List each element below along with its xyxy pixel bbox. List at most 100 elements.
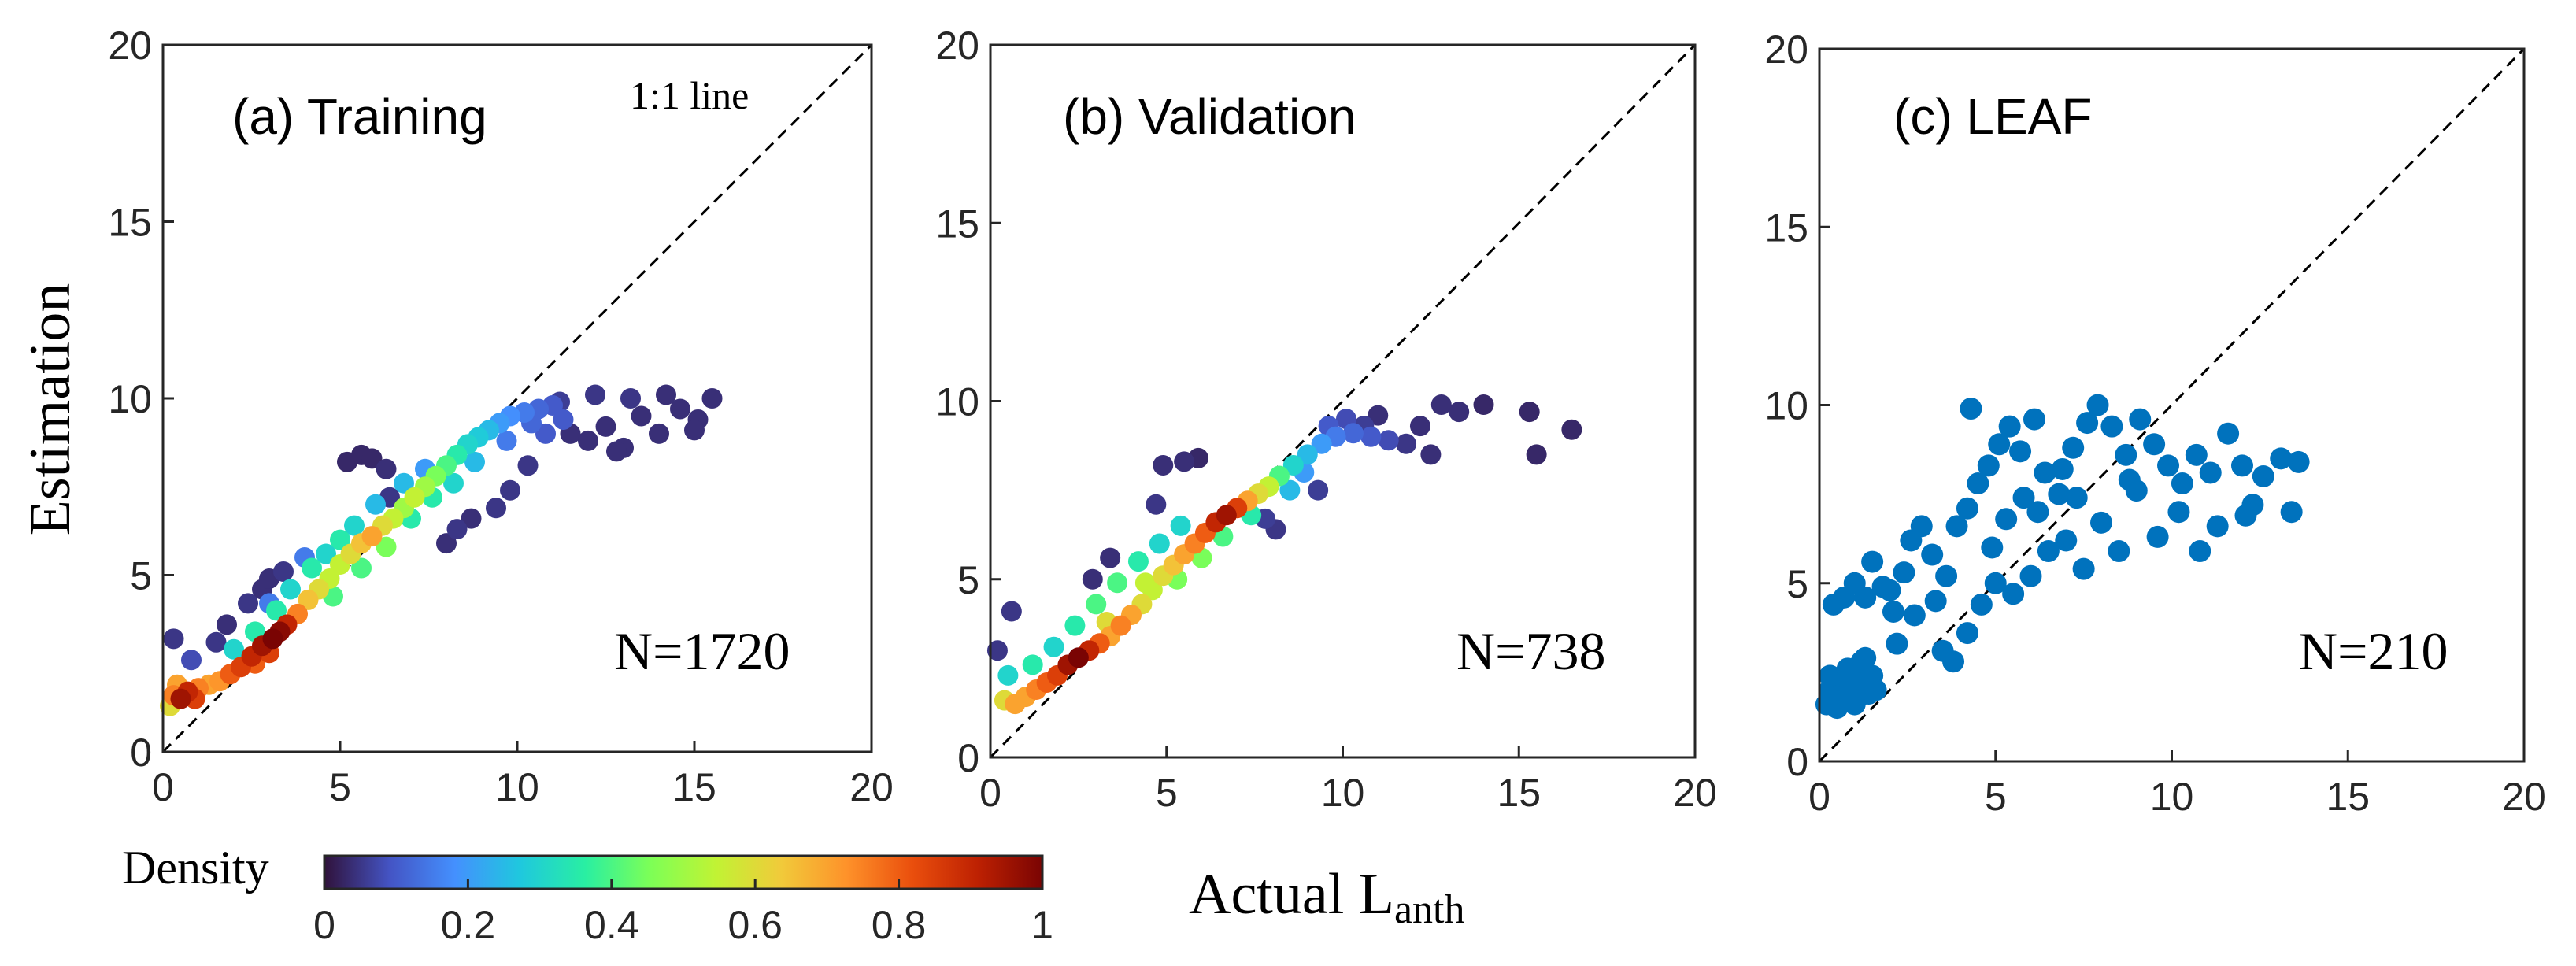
data-point <box>436 533 457 554</box>
data-point <box>1001 601 1022 622</box>
x-tick-label: 0 <box>979 771 1001 815</box>
colorbar <box>323 854 1044 890</box>
data-point <box>302 557 322 579</box>
data-point <box>701 388 723 409</box>
x-axis-label: Actual Lanth <box>1189 862 1464 932</box>
data-point <box>446 519 468 540</box>
data-point <box>2051 457 2074 480</box>
data-point <box>170 688 191 709</box>
data-point <box>273 561 294 583</box>
data-point <box>2118 468 2141 491</box>
data-point <box>2108 540 2130 563</box>
data-point <box>205 631 227 653</box>
data-point <box>2090 511 2112 534</box>
data-point <box>2146 525 2169 548</box>
x-axis-label-subscript: anth <box>1394 887 1465 932</box>
data-point <box>1420 444 1442 465</box>
data-point <box>2189 540 2211 563</box>
data-point <box>606 441 627 462</box>
colorbar-label: Density <box>122 842 269 894</box>
data-point <box>2086 394 2109 416</box>
data-point <box>266 600 287 621</box>
y-tick-label: 15 <box>1764 205 1808 250</box>
data-point <box>461 508 482 529</box>
data-point <box>2062 436 2085 459</box>
x-tick-label: 20 <box>1673 771 1717 815</box>
data-point <box>585 384 605 405</box>
data-point <box>578 430 598 451</box>
data-point <box>2280 501 2303 524</box>
data-point <box>262 628 283 650</box>
data-point <box>1134 572 1156 594</box>
y-tick-label: 15 <box>935 202 979 246</box>
data-point <box>1826 697 1849 720</box>
data-point <box>1342 423 1364 444</box>
data-point <box>1409 416 1430 437</box>
data-point <box>2287 450 2310 473</box>
x-tick-label: 0 <box>152 765 174 809</box>
data-point <box>1068 647 1089 668</box>
data-point <box>1988 433 2011 456</box>
data-point <box>1107 572 1128 594</box>
data-point <box>2217 422 2240 445</box>
data-point <box>1935 564 1958 587</box>
data-point <box>1850 650 1873 673</box>
data-point <box>1146 494 1167 515</box>
data-point <box>2185 443 2208 466</box>
data-point <box>1149 533 1170 554</box>
x-tick-label: 15 <box>2326 775 2370 819</box>
data-point <box>2055 529 2078 552</box>
data-point <box>535 423 556 444</box>
panel-title-training: (a) Training <box>232 88 487 145</box>
y-tick-label: 15 <box>108 201 152 245</box>
y-tick-label: 10 <box>108 377 152 421</box>
data-point <box>2167 501 2190 524</box>
data-point <box>1153 454 1174 476</box>
data-point <box>1396 433 1417 454</box>
data-point <box>1984 572 2007 594</box>
data-point <box>1022 654 1043 675</box>
data-point <box>404 487 425 508</box>
data-point <box>2076 412 2099 435</box>
data-point <box>238 593 258 614</box>
data-point <box>217 614 237 635</box>
colorbar-tick-label: 0.4 <box>584 903 639 947</box>
data-point <box>1100 547 1121 568</box>
data-point <box>1279 479 1301 501</box>
y-tick-label: 5 <box>130 554 152 598</box>
data-point <box>1921 543 1944 566</box>
colorbar-ticks: 0 0.2 0.4 0.6 0.8 1 <box>313 879 1053 947</box>
data-point <box>2234 504 2257 527</box>
data-point <box>1942 650 1965 673</box>
data-point <box>2115 443 2137 466</box>
data-point <box>997 664 1019 686</box>
data-point <box>316 543 336 564</box>
data-point <box>1368 405 1389 426</box>
data-point <box>2199 461 2222 484</box>
data-point <box>1967 472 1989 495</box>
y-tick-label: 10 <box>935 380 979 424</box>
data-point <box>1956 497 1978 520</box>
panel-leaf: 0 5 10 15 20 0 5 10 15 20 <box>1764 28 2545 819</box>
data-point <box>1977 454 2000 477</box>
colorbar-tick-label: 1 <box>1031 903 1053 947</box>
data-point <box>2231 454 2253 477</box>
data-point <box>376 458 397 479</box>
data-point <box>553 409 574 430</box>
y-tick-label: 0 <box>130 731 152 775</box>
data-point <box>1086 594 1107 615</box>
data-point <box>1995 508 2018 531</box>
data-point <box>1960 398 1982 420</box>
data-point <box>280 579 301 600</box>
x-tick-label: 15 <box>672 765 716 809</box>
colorbar-tick-label: 0.2 <box>441 903 496 947</box>
data-point <box>2009 440 2032 463</box>
data-point <box>1886 632 1908 655</box>
data-point <box>1473 394 1494 416</box>
y-tick-label: 0 <box>957 736 979 780</box>
panel-title-validation: (b) Validation <box>1063 88 1356 145</box>
data-point <box>1297 444 1318 465</box>
data-point <box>670 398 690 420</box>
data-point <box>1910 515 1933 538</box>
data-point <box>1430 394 1452 416</box>
